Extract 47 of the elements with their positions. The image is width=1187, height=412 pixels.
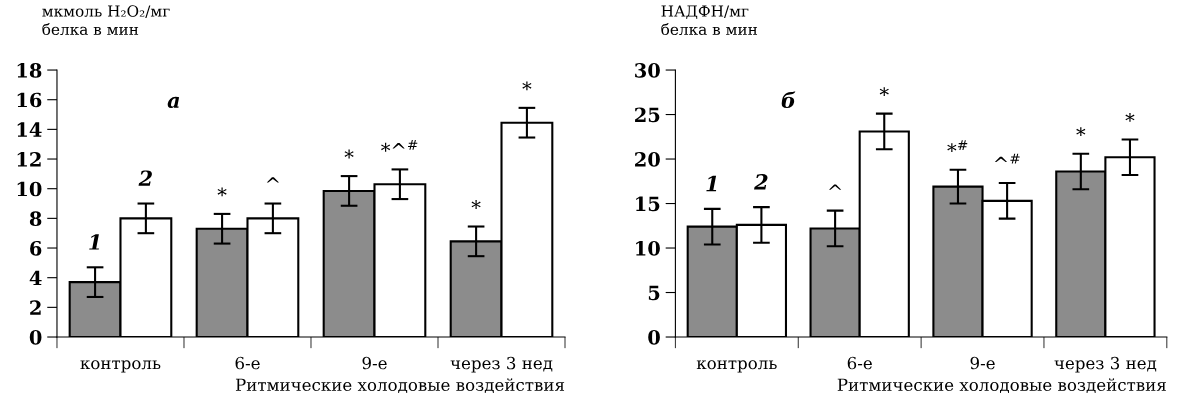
data-label: *$^{#}$ — [947, 140, 968, 152]
x-tick-label: через 3 нед — [450, 356, 553, 373]
data-label: * — [1125, 112, 1135, 122]
data-label: * — [879, 87, 889, 97]
data-label: ^ — [829, 184, 842, 190]
y-tick-label: 16 — [17, 92, 42, 108]
x-tick-label: 9-е — [970, 356, 995, 370]
y-tick-label: 0 — [29, 329, 42, 345]
series-label: 2 — [138, 170, 152, 186]
data-label: * — [522, 81, 532, 91]
data-label: * — [1076, 127, 1086, 137]
y-tick-label: 14 — [17, 122, 42, 137]
y-tick-label: 5 — [648, 285, 660, 301]
y-tick-label: 15 — [636, 196, 660, 212]
annotation: б — [781, 91, 796, 109]
x-tick-label: контроль — [80, 360, 161, 373]
x-tick-label: 6-е — [235, 356, 260, 370]
data-label: *^$^{#}$ — [381, 140, 418, 152]
x-axis-title: Ритмические холодовые воздействия — [837, 378, 1166, 394]
series-label: 2 — [754, 173, 768, 190]
y-tick-label: 4 — [29, 270, 42, 286]
y-tick-label: 10 — [17, 181, 42, 197]
data-label: * — [217, 187, 227, 197]
y-tick-label: 10 — [636, 240, 660, 256]
data-label: ^ — [266, 177, 279, 183]
x-tick-label: 9-е — [362, 356, 387, 370]
y-tick-label: 6 — [30, 240, 42, 256]
y-tick-label: 2 — [30, 300, 41, 315]
x-tick-label: через 3 нед — [1054, 356, 1157, 373]
data-label: * — [471, 200, 481, 209]
y-tick-label: 25 — [635, 107, 660, 123]
series-label: 1 — [706, 175, 717, 192]
data-label: * — [344, 149, 354, 159]
x-tick-label: 6-е — [847, 356, 872, 370]
y-tick-label: 30 — [635, 63, 660, 78]
y-axis-title: НАДФН/мг белка в мин — [661, 5, 758, 36]
y-tick-label: 0 — [648, 329, 660, 345]
x-tick-label: контроль — [696, 360, 777, 373]
annotation: а — [167, 96, 180, 109]
x-axis-title: Ритмические холодовые воздействия — [235, 378, 565, 394]
y-tick-label: 12 — [17, 151, 41, 167]
data-label: ^$^{#}$ — [994, 153, 1020, 164]
y-tick-label: 20 — [635, 151, 660, 167]
y-tick-label: 18 — [17, 63, 42, 78]
y-axis-title: мкмоль H₂O₂/мг белка в мин — [42, 5, 170, 36]
series-label: 1 — [89, 234, 99, 250]
y-tick-label: 8 — [29, 211, 42, 227]
